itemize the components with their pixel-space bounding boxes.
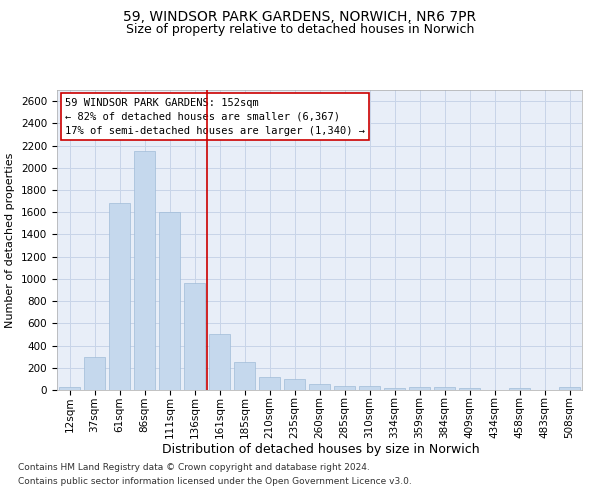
Bar [409, 387, 430, 390]
Bar [459, 388, 480, 390]
Text: Contains HM Land Registry data © Crown copyright and database right 2024.: Contains HM Land Registry data © Crown c… [18, 464, 370, 472]
Bar [509, 388, 530, 390]
Text: 59, WINDSOR PARK GARDENS, NORWICH, NR6 7PR: 59, WINDSOR PARK GARDENS, NORWICH, NR6 7… [124, 10, 476, 24]
Bar [209, 334, 230, 390]
Bar [109, 204, 130, 390]
Text: Distribution of detached houses by size in Norwich: Distribution of detached houses by size … [162, 442, 480, 456]
Bar [259, 376, 280, 390]
Text: 59 WINDSOR PARK GARDENS: 152sqm
← 82% of detached houses are smaller (6,367)
17%: 59 WINDSOR PARK GARDENS: 152sqm ← 82% of… [65, 98, 365, 136]
Bar [284, 379, 305, 390]
Bar [334, 386, 355, 390]
Bar [559, 387, 580, 390]
Bar [59, 387, 80, 390]
Bar [159, 212, 180, 390]
Bar [384, 388, 405, 390]
Text: Size of property relative to detached houses in Norwich: Size of property relative to detached ho… [126, 22, 474, 36]
Bar [84, 356, 105, 390]
Text: Contains public sector information licensed under the Open Government Licence v3: Contains public sector information licen… [18, 477, 412, 486]
Bar [309, 384, 330, 390]
Bar [434, 387, 455, 390]
Bar [359, 386, 380, 390]
Bar [184, 284, 205, 390]
Bar [134, 151, 155, 390]
Y-axis label: Number of detached properties: Number of detached properties [5, 152, 16, 328]
Bar [234, 362, 255, 390]
